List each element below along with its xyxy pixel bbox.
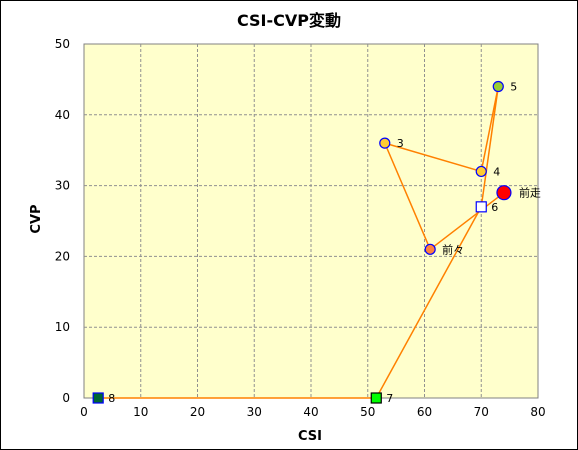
- data-point: [492, 80, 504, 93]
- data-point: [370, 392, 382, 404]
- y-tick-label: 20: [55, 249, 70, 263]
- y-tick-label: 40: [55, 108, 70, 122]
- x-tick-label: 60: [417, 405, 432, 419]
- point-label: 8: [108, 392, 115, 405]
- data-point: [496, 185, 512, 201]
- y-tick-label: 10: [55, 320, 70, 334]
- trajectory-lines: [98, 86, 505, 399]
- x-tick-label: 20: [190, 405, 205, 419]
- x-tick-label: 0: [80, 405, 88, 419]
- data-point: [424, 243, 436, 255]
- y-axis-label: CVP: [29, 204, 44, 233]
- chart-title: CSI-CVP変動: [237, 11, 341, 30]
- data-points: [92, 80, 512, 404]
- point-label: 4: [493, 165, 500, 178]
- trajectory-segment: [429, 192, 505, 250]
- x-tick-label: 40: [303, 405, 318, 419]
- data-point: [475, 201, 487, 213]
- point-label: 7: [386, 392, 393, 405]
- grid: [84, 44, 538, 398]
- point-label: 5: [510, 80, 517, 93]
- y-tick-label: 50: [55, 37, 70, 51]
- x-tick-label: 10: [133, 405, 148, 419]
- x-tick-label: 50: [360, 405, 375, 419]
- x-tick-label: 70: [474, 405, 489, 419]
- data-point: [379, 137, 391, 149]
- trajectory-segment: [384, 142, 482, 173]
- point-label: 前々: [442, 242, 464, 256]
- data-point: [92, 392, 104, 404]
- x-tick-label: 80: [530, 405, 545, 419]
- tick-labels: 0 10 20 30 40 50 60 70 80 0 10 20 30 40 50: [55, 37, 546, 419]
- trajectory-segment: [375, 206, 482, 399]
- data-point: [475, 165, 487, 178]
- x-axis-label: CSI: [298, 429, 322, 444]
- point-label: 前走: [519, 186, 541, 200]
- trajectory-segment: [384, 142, 431, 250]
- x-tick-label: 30: [247, 405, 262, 419]
- trajectory-segment: [480, 86, 500, 172]
- y-tick-label: 0: [62, 391, 70, 405]
- point-label: 3: [397, 137, 404, 150]
- y-tick-label: 30: [55, 179, 70, 193]
- trajectory-segment: [480, 86, 500, 207]
- point-label: 6: [491, 201, 498, 214]
